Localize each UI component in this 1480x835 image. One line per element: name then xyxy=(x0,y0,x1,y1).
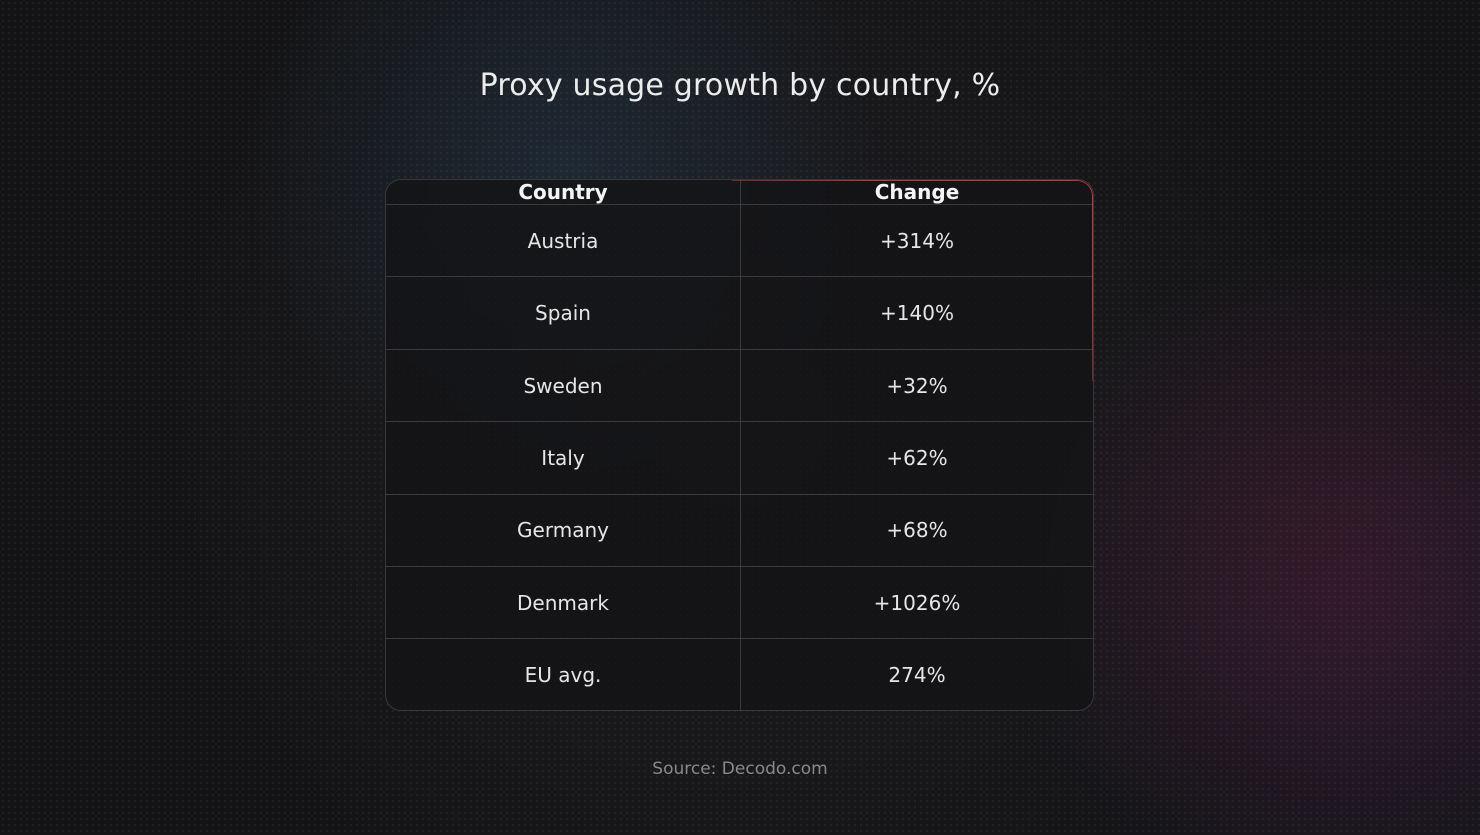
table-row: Germany +68% xyxy=(386,494,1093,568)
country-cell: Germany xyxy=(386,494,741,568)
table-row: EU avg. 274% xyxy=(386,638,1093,710)
country-cell: Spain xyxy=(386,276,741,350)
change-cell: 274% xyxy=(888,662,946,687)
header-change: Change xyxy=(740,180,1093,205)
table-row: Austria +314% xyxy=(386,204,1093,278)
country-cell: Denmark xyxy=(386,566,741,640)
change-cell: +140% xyxy=(740,276,1093,350)
change-cell: +314% xyxy=(740,204,1093,278)
country-cell: EU avg. xyxy=(386,638,741,710)
source-note: Source: Decodo.com xyxy=(652,759,828,779)
page-title: Proxy usage growth by country, % xyxy=(479,68,1001,103)
table-row: Sweden +32% xyxy=(386,349,1093,423)
country-cell: Austria xyxy=(386,204,741,278)
table-header-row: Country Change xyxy=(386,180,1093,205)
table-row: Italy +62% xyxy=(386,421,1093,495)
country-cell: Sweden xyxy=(386,349,741,423)
header-country: Country xyxy=(386,180,741,205)
table-row: Denmark +1026% xyxy=(386,566,1093,640)
country-cell: Italy xyxy=(386,421,741,495)
change-cell: +68% xyxy=(740,494,1093,568)
data-table-container: Country Change Austria +314% Spain +140%… xyxy=(385,179,1094,711)
change-cell: +32% xyxy=(740,349,1093,423)
change-cell: +1026% xyxy=(740,566,1093,640)
table-row: Spain +140% xyxy=(386,276,1093,350)
change-cell: +62% xyxy=(740,421,1093,495)
growth-table: Country Change Austria +314% Spain +140%… xyxy=(386,180,1093,710)
